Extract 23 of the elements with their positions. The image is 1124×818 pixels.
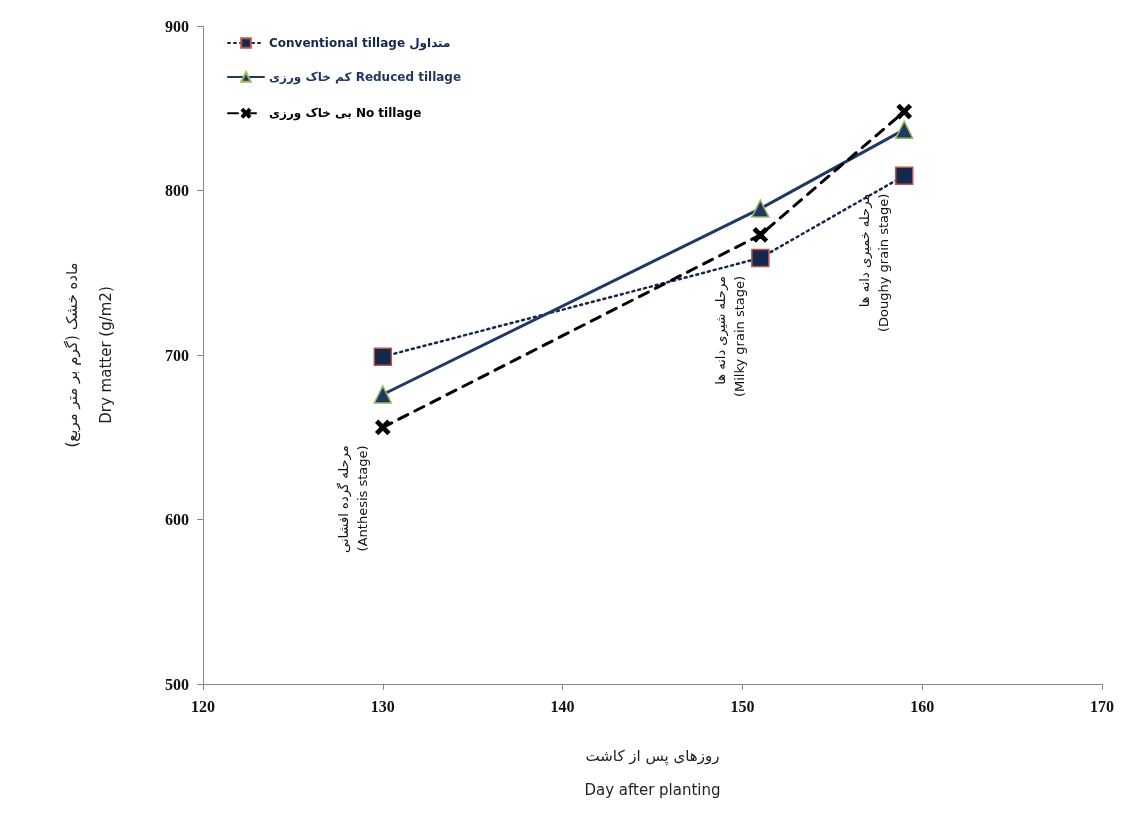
y-tick-label: 900 — [165, 17, 189, 35]
legend-label: کم خاک ورزی Reduced tillage — [269, 70, 462, 85]
x-tick-label: 160 — [910, 697, 935, 715]
point — [375, 419, 391, 435]
y-tick-label: 700 — [165, 346, 189, 364]
point — [894, 120, 914, 139]
point — [752, 227, 768, 243]
legend-label: Conventional tillage متداول — [269, 36, 451, 51]
point — [751, 199, 770, 218]
y-tick-label: 800 — [165, 182, 189, 199]
x-tick-label: 170 — [1090, 697, 1114, 715]
y-tick-label: 500 — [165, 675, 189, 693]
point — [751, 248, 770, 268]
point — [373, 385, 393, 404]
x-tick-label: 120 — [191, 697, 215, 715]
x-tick-label: 130 — [370, 697, 395, 715]
x-tick-label: 150 — [730, 697, 755, 715]
x-tick-label: 140 — [550, 697, 575, 715]
legend-label: بی خاک ورزی No tillage — [269, 106, 422, 122]
y-tick-label: 600 — [165, 511, 189, 528]
point — [894, 166, 914, 185]
point — [373, 347, 393, 366]
point — [896, 104, 912, 120]
